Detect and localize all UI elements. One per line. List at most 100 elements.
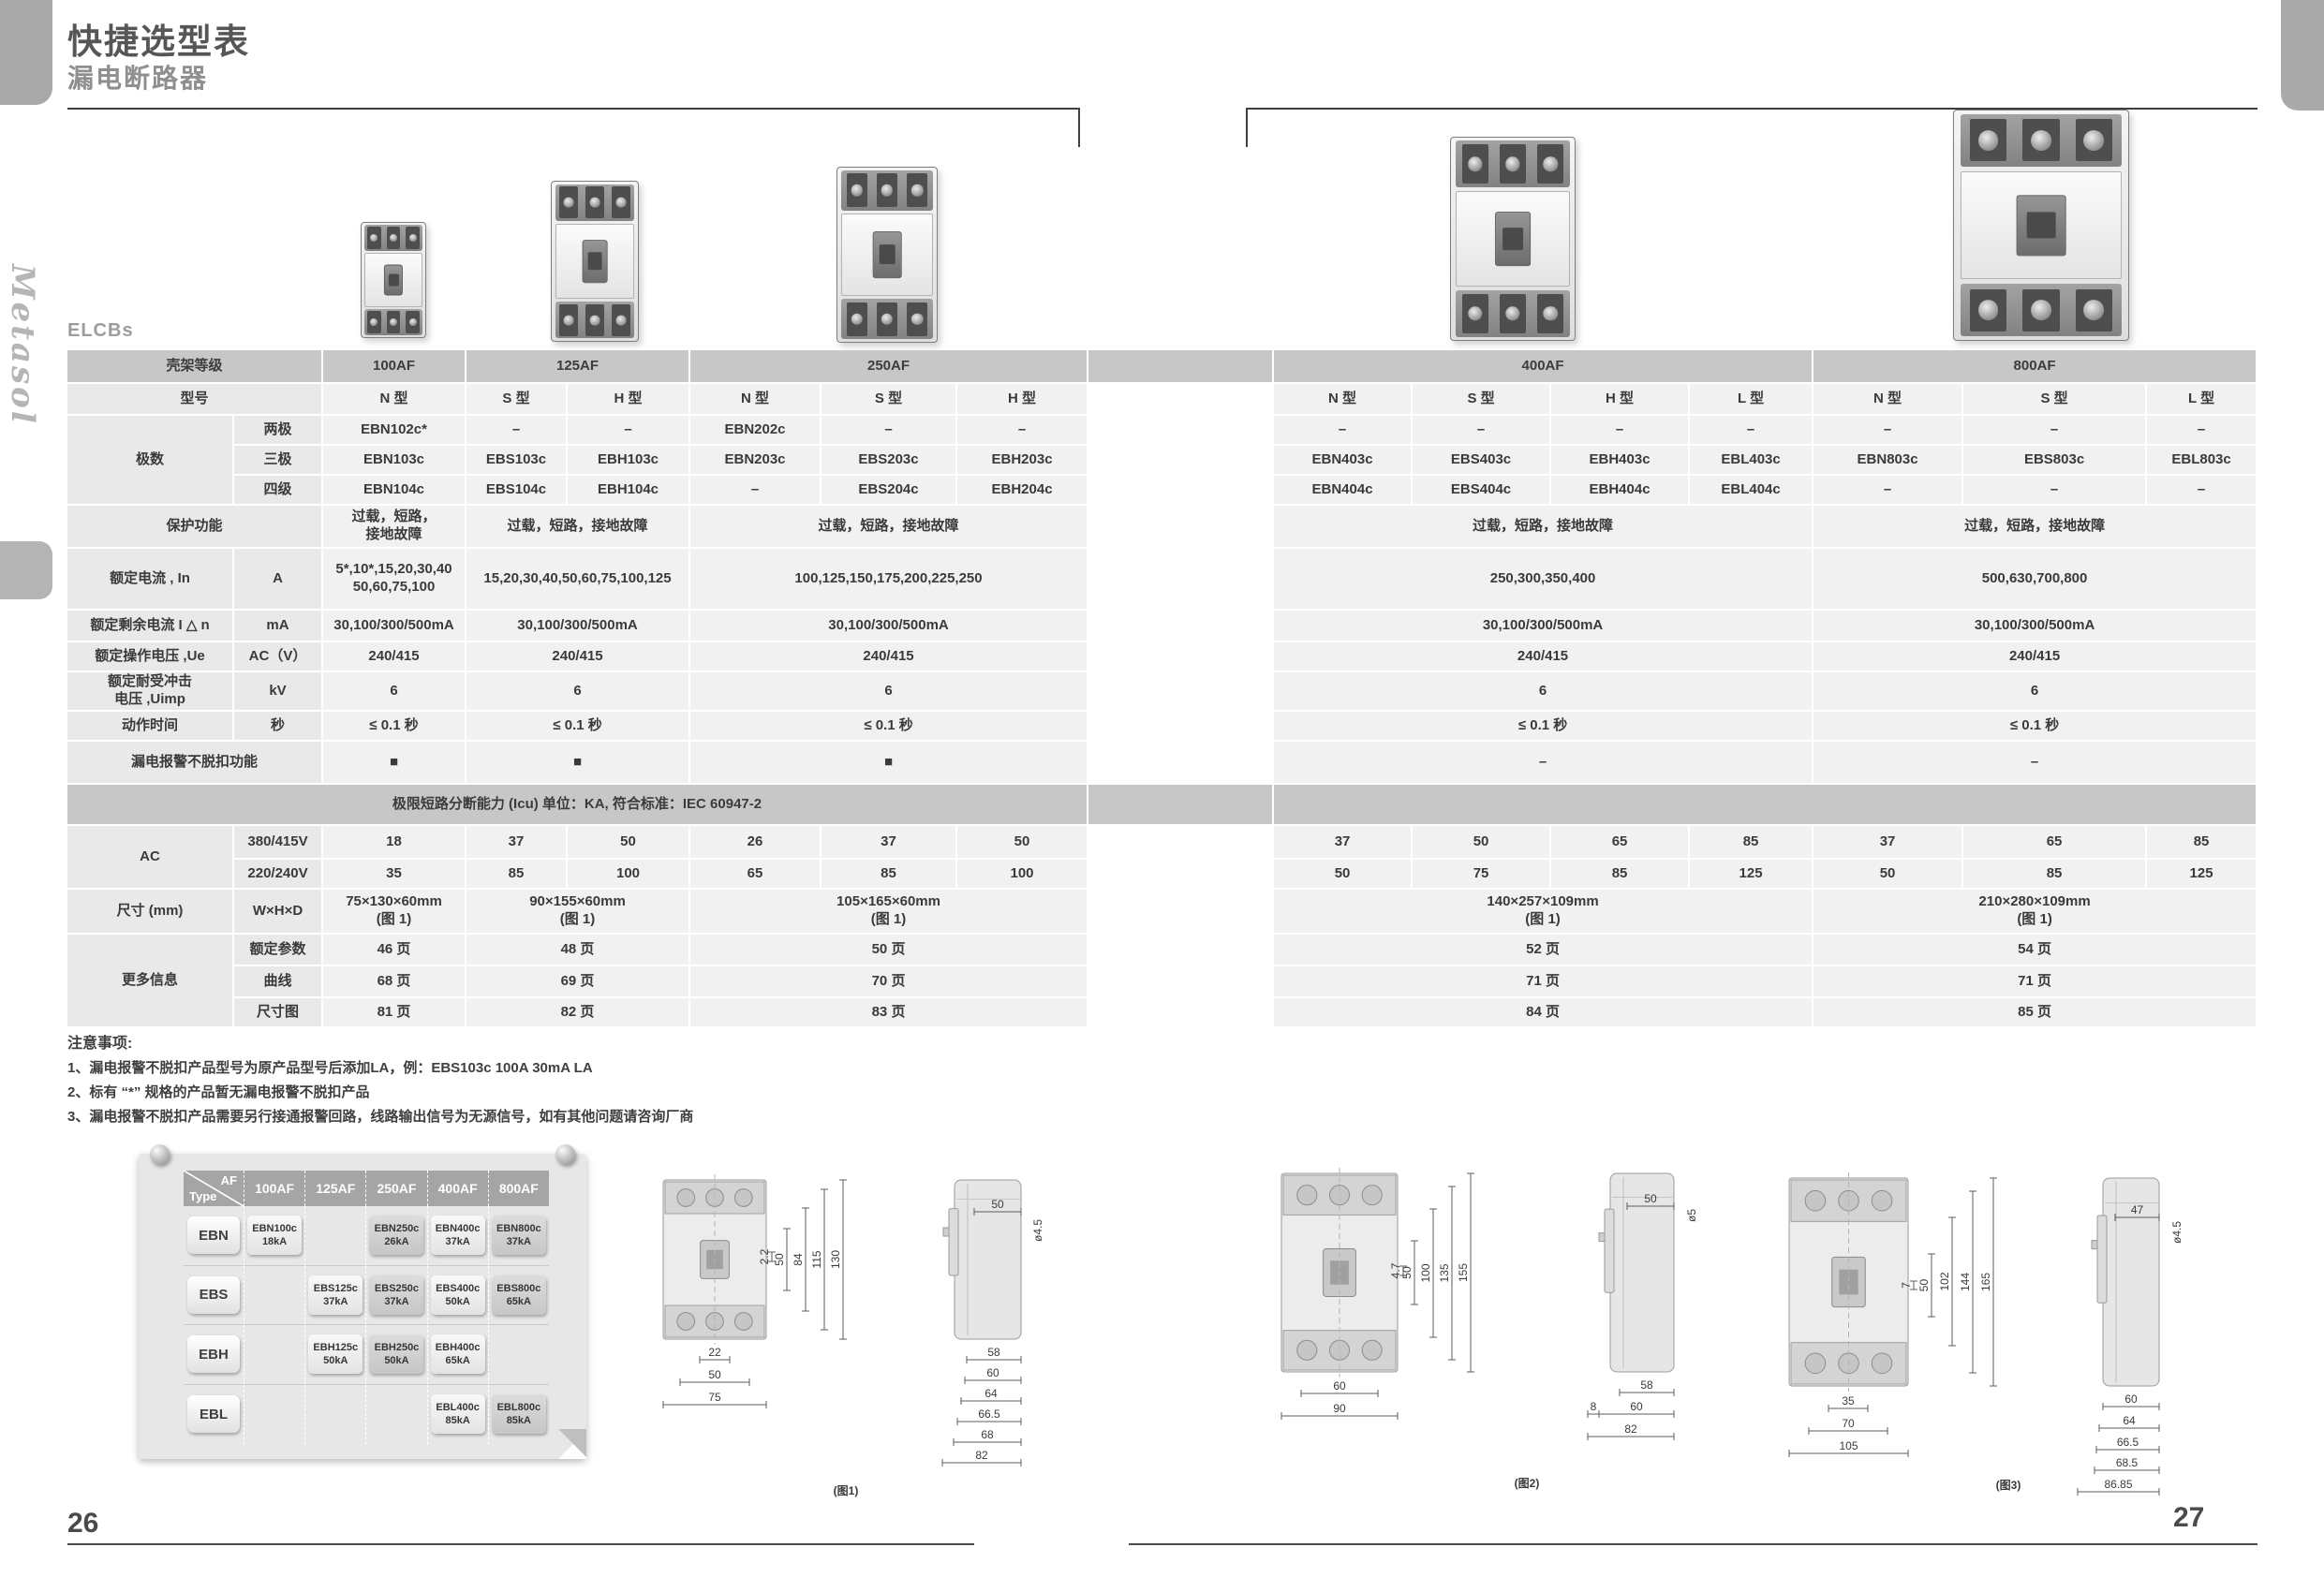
spec-cell: – [1813,476,1964,506]
spec-cell: EBL403c [1690,446,1814,476]
spec-cell-empty [1088,742,1275,785]
spec-cell: – [2147,416,2258,446]
spec-cell: 82 页 [466,998,691,1028]
spec-cell: 48 页 [466,935,691,966]
spec-cell: – [690,476,822,506]
spec-cell-empty [1088,826,1275,860]
spec-cell: EBN103c [323,446,467,476]
pushpin-icon [555,1144,575,1164]
matrix-col-header-400af: 400AF [426,1171,488,1206]
dim-label: 50 [991,1198,1004,1211]
breaker-toggle-icon [383,264,404,296]
spec-cell: 6 [323,672,467,712]
footer-rule-right [1129,1543,2257,1545]
dimension-figure-2: 60 90 4.7 50 100 135 155 50 ø5 58 8 60 82 (图2) [1272,1159,1759,1567]
spec-cell: N 型 [1274,384,1414,416]
spec-cell: 100AF [323,350,467,384]
spec-cell: 85 [2147,826,2258,860]
spec-cell: 两极 [234,416,324,446]
spec-cell: 过载，短路，接地故障 [690,506,1089,549]
spec-cell: 250,300,350,400 [1274,549,1814,611]
matrix-chip-ebn250c: EBN250c 26kA [369,1216,424,1256]
dim-label: 50 [708,1368,721,1381]
spec-cell: 240/415 [466,642,691,672]
spec-cell: W×H×D [234,890,324,935]
dim-label: 22 [708,1346,721,1359]
product-photo-800af [1953,110,2129,341]
spec-row-13: AC 380/415V 18 37 50 26 37 50 37 50 65 85 37 65 85 [67,826,2258,890]
model-matrix-board: AF Type 100AF 125AF 250AF 400AF 800AF EBN EBN1… [139,1144,586,1459]
spec-cell: 额定耐受冲击 电压 ,Uimp [67,672,234,712]
spec-cell: – [466,416,569,446]
matrix-type-cell: EBH [184,1325,244,1385]
spec-cell: EBS803c [1963,446,2148,476]
spec-row-12: 极限短路分断能力 (Icu) 单位：KA, 符合标准：IEC 60947-2 [67,785,2258,826]
notes-title: 注意事项: [67,1036,133,1052]
dim-label: 2.2 [758,1248,771,1264]
dim-label: 50 [1400,1266,1414,1279]
dimension-figure-3: 35 70 105 7 50 102 144 165 47 ø4.5 60 64 66.5 68.5 86.… [1780,1159,2319,1567]
dim-label: 60 [1630,1400,1643,1413]
breaker-face [1456,191,1570,287]
spec-cell: ■ [323,742,467,785]
matrix-cell: EBN800c 37kA [487,1206,549,1266]
spec-cell-empty [1088,860,1275,890]
matrix-cell: EBL800c 85kA [487,1384,549,1444]
brand-vertical-logo: Metasol [4,264,41,426]
spec-cell-empty [1088,935,1275,966]
dim-label: 58 [1640,1378,1653,1392]
spec-cell: 30,100/300/500mA [1274,611,1814,642]
note-item-2: 2、标有 “*” 规格的产品暂无漏电报警不脱扣产品 [67,1084,370,1100]
spec-cell: mA [234,611,324,642]
spec-cell: 过载，短路，接地故障 [1274,506,1814,549]
spec-cell: 极限短路分断能力 (Icu) 单位：KA, 符合标准：IEC 60947-2 [67,785,1089,826]
spec-cell: EBH404c [1551,476,1691,506]
spec-row-5: 保护功能 过载，短路， 接地故障 过载，短路，接地故障 过载，短路，接地故障 过载，短路… [67,506,2258,549]
spec-cell: 50 [568,826,691,860]
matrix-cell: EBN100c 18kA [244,1206,305,1266]
spec-cell: – [1274,742,1814,785]
spec-cell: – [1813,416,1964,446]
spec-row-18: 尺寸图 81 页 82 页 83 页 84 页 85 页 [67,998,2258,1028]
matrix-type-cell: EBS [184,1266,244,1325]
dim-label: 68.5 [2116,1456,2139,1469]
spec-cell: 30,100/300/500mA [1813,611,2258,642]
dim-label: 155 [1457,1263,1470,1282]
spec-cell: 额定剩余电流 I △ n [67,611,234,642]
dim-label: 50 [773,1253,786,1266]
dim-label: 50 [1644,1192,1657,1205]
spec-cell: EBH403c [1551,446,1691,476]
spec-cell: AC（V） [234,642,324,672]
spec-cell: 极数 [67,416,234,506]
pushpin-icon [150,1144,170,1164]
spec-cell: 100,125,150,175,200,225,250 [690,549,1089,611]
dim-label: 35 [1842,1394,1855,1408]
matrix-chip-ebs800c: EBS800c 65kA [491,1275,546,1315]
spec-cell: 37 [1813,826,1964,860]
spec-cell-empty [1088,611,1275,642]
spec-cell: 380/415V [234,826,324,860]
spec-cell: 100 [957,860,1089,890]
matrix-chip-ebl800c: EBL800c 85kA [491,1394,546,1435]
matrix-cell: EBS250c 37kA [365,1265,427,1325]
spec-cell: 37 [822,826,958,860]
product-photo-250af [836,167,938,343]
spec-cell: EBH104c [568,476,691,506]
spec-cell-empty [1274,785,2258,826]
spec-row-4: 四级 EBN104c EBS104c EBH104c – EBS204c EBH204c EB… [67,476,2258,506]
matrix-col-header-100af: 100AF [244,1171,305,1206]
breaker-terminals-icon [1961,283,2122,337]
spec-cell: N 型 [323,384,467,416]
breaker-terminals-icon [841,169,933,211]
model-matrix-grid: AF Type 100AF 125AF 250AF 400AF 800AF EBN EBN1… [184,1171,549,1444]
spec-cell-empty [1088,785,1275,826]
spec-cell: 四级 [234,476,324,506]
breaker-face [555,224,635,299]
dim-label: 58 [987,1346,1000,1359]
note-item-3: 3、漏电报警不脱扣产品需要另行接通报警回路，线路输出信号为无源信号，如有其他问题… [67,1109,694,1125]
matrix-chip-ebs400c: EBS400c 50kA [430,1275,485,1315]
spec-cell: 220/240V [234,860,324,890]
spec-cell: EBN404c [1274,476,1414,506]
page-number-right: 27 [2173,1502,2205,1533]
